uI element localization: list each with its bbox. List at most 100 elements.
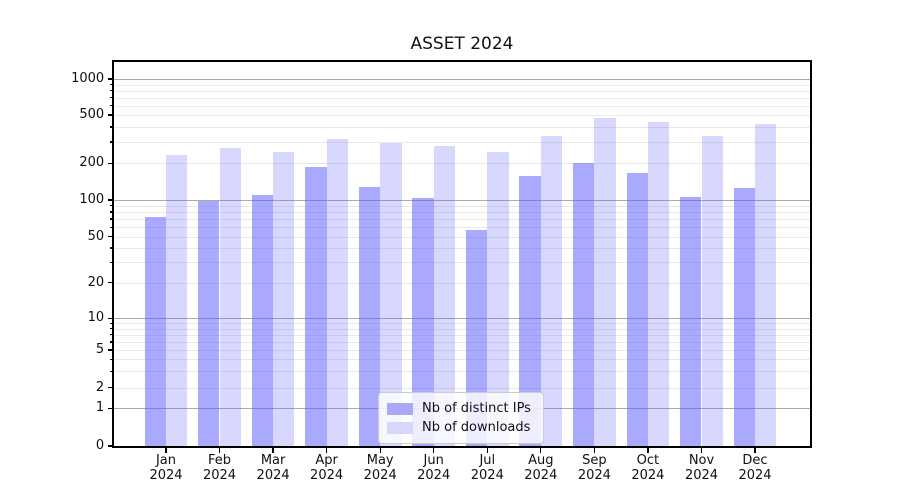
- x-axis-tick-label: May 2024: [363, 453, 397, 484]
- y-tick-mark: [107, 282, 114, 284]
- bar-distinct-ips-apr: [305, 166, 327, 447]
- y-minor-tick-mark: [110, 105, 114, 107]
- y-tick-mark: [107, 114, 114, 116]
- y-axis-tick-label: 5: [95, 342, 105, 357]
- bar-distinct-ips-may: [358, 187, 381, 447]
- y-axis-tick-label: 1000: [71, 71, 105, 86]
- gridline-minor: [113, 247, 811, 249]
- bar-downloads-jun: [433, 145, 456, 447]
- gridline-minor: [113, 84, 811, 86]
- legend-swatch-distinct-ips: [387, 402, 413, 415]
- gridline-major: [113, 318, 811, 320]
- axis-spine-top: [112, 60, 812, 62]
- bar-downloads-aug: [540, 135, 563, 447]
- y-tick-mark: [107, 78, 114, 80]
- bar-distinct-ips-oct: [626, 173, 648, 447]
- bar-downloads-jul: [487, 152, 509, 447]
- x-axis-tick-label: Feb 2024: [202, 453, 237, 484]
- y-tick-mark: [107, 387, 114, 389]
- gridline-minor: [113, 105, 811, 107]
- axis-spine-bottom: [112, 446, 812, 448]
- y-minor-tick-mark: [110, 126, 114, 128]
- bar-distinct-ips-dec: [733, 188, 755, 447]
- gridline-minor: [113, 205, 811, 207]
- bar-distinct-ips-jan: [144, 217, 166, 447]
- y-minor-tick-mark: [110, 328, 114, 330]
- legend-label-distinct-ips: Nb of distinct IPs: [422, 401, 531, 416]
- y-axis-tick-label: 0: [95, 438, 105, 453]
- y-axis-tick-label: 50: [87, 228, 105, 244]
- gridline-minor: [113, 328, 811, 330]
- gridline-minor: [113, 350, 811, 351]
- gridline-minor: [113, 141, 811, 143]
- x-axis-tick-label: Oct 2024: [631, 453, 665, 484]
- x-axis-tick-label: Dec 2024: [738, 453, 772, 484]
- bar-distinct-ips-feb: [198, 201, 220, 447]
- axis-spine-right: [810, 60, 812, 448]
- y-minor-tick-mark: [110, 90, 114, 92]
- axis-spine-left: [112, 60, 114, 448]
- bar-distinct-ips-sep: [573, 162, 595, 447]
- y-minor-tick-mark: [110, 97, 114, 99]
- x-tick-mark: [754, 448, 756, 453]
- gridline-minor: [113, 218, 811, 220]
- gridline-minor: [113, 211, 811, 213]
- legend-entry-downloads: Nb of downloads: [387, 418, 531, 437]
- y-axis-tick-label: 20: [87, 274, 105, 290]
- bar-downloads-feb: [219, 147, 241, 447]
- y-minor-tick-mark: [110, 218, 114, 220]
- bar-distinct-ips-nov: [680, 196, 702, 447]
- gridline-minor: [113, 126, 811, 128]
- y-axis-tick-label: 1: [95, 400, 105, 416]
- y-tick-mark: [107, 349, 114, 351]
- bar-downloads-dec: [755, 124, 777, 447]
- y-minor-tick-mark: [110, 334, 114, 336]
- bar-distinct-ips-aug: [519, 176, 541, 447]
- legend: Nb of distinct IPs Nb of downloads: [378, 392, 544, 444]
- bar-distinct-ips-mar: [251, 194, 274, 447]
- x-tick-mark: [433, 448, 435, 453]
- x-tick-mark: [218, 448, 221, 453]
- y-minor-tick-mark: [110, 370, 114, 372]
- gridline-minor: [113, 282, 811, 284]
- y-minor-tick-mark: [110, 141, 114, 143]
- y-tick-mark: [107, 199, 114, 201]
- y-minor-tick-mark: [110, 247, 114, 249]
- x-tick-mark: [647, 448, 649, 453]
- y-axis-tick-label: 2: [95, 379, 105, 395]
- y-minor-tick-mark: [110, 84, 114, 86]
- x-tick-mark: [700, 448, 703, 453]
- legend-label-downloads: Nb of downloads: [422, 420, 531, 435]
- y-minor-tick-mark: [110, 358, 114, 361]
- x-axis-tick-label: Sep 2024: [577, 453, 611, 484]
- y-minor-tick-mark: [110, 261, 114, 264]
- y-axis-tick-label: 500: [79, 107, 105, 122]
- x-axis-tick-label: Apr 2024: [310, 453, 344, 484]
- gridline-minor: [113, 227, 811, 228]
- bar-downloads-jan: [166, 155, 188, 447]
- gridline-minor: [113, 97, 811, 99]
- y-minor-tick-mark: [110, 205, 114, 207]
- x-tick-mark: [593, 448, 596, 453]
- x-axis-tick-label: Aug 2024: [524, 453, 558, 484]
- y-tick-mark: [107, 236, 114, 238]
- y-tick-mark: [107, 162, 114, 164]
- bar-downloads-mar: [273, 151, 295, 447]
- y-axis-tick-label: 10: [87, 310, 105, 326]
- legend-entry-distinct-ips: Nb of distinct IPs: [387, 399, 531, 418]
- bar-downloads-sep: [594, 118, 616, 447]
- y-axis-tick-label: 200: [79, 155, 105, 171]
- legend-swatch-downloads: [387, 421, 413, 434]
- gridline-minor: [113, 387, 811, 389]
- chart-title: ASSET 2024: [410, 34, 514, 54]
- gridline-minor: [113, 262, 811, 264]
- y-minor-tick-mark: [110, 226, 114, 228]
- gridline-minor: [113, 115, 811, 116]
- bar-downloads-nov: [701, 136, 723, 447]
- gridline-minor: [113, 236, 811, 238]
- x-axis-tick-label: Jan 2024: [149, 453, 183, 484]
- x-axis-tick-label: Jul 2024: [470, 453, 504, 484]
- y-tick-mark: [107, 317, 114, 319]
- gridline-minor: [113, 359, 811, 361]
